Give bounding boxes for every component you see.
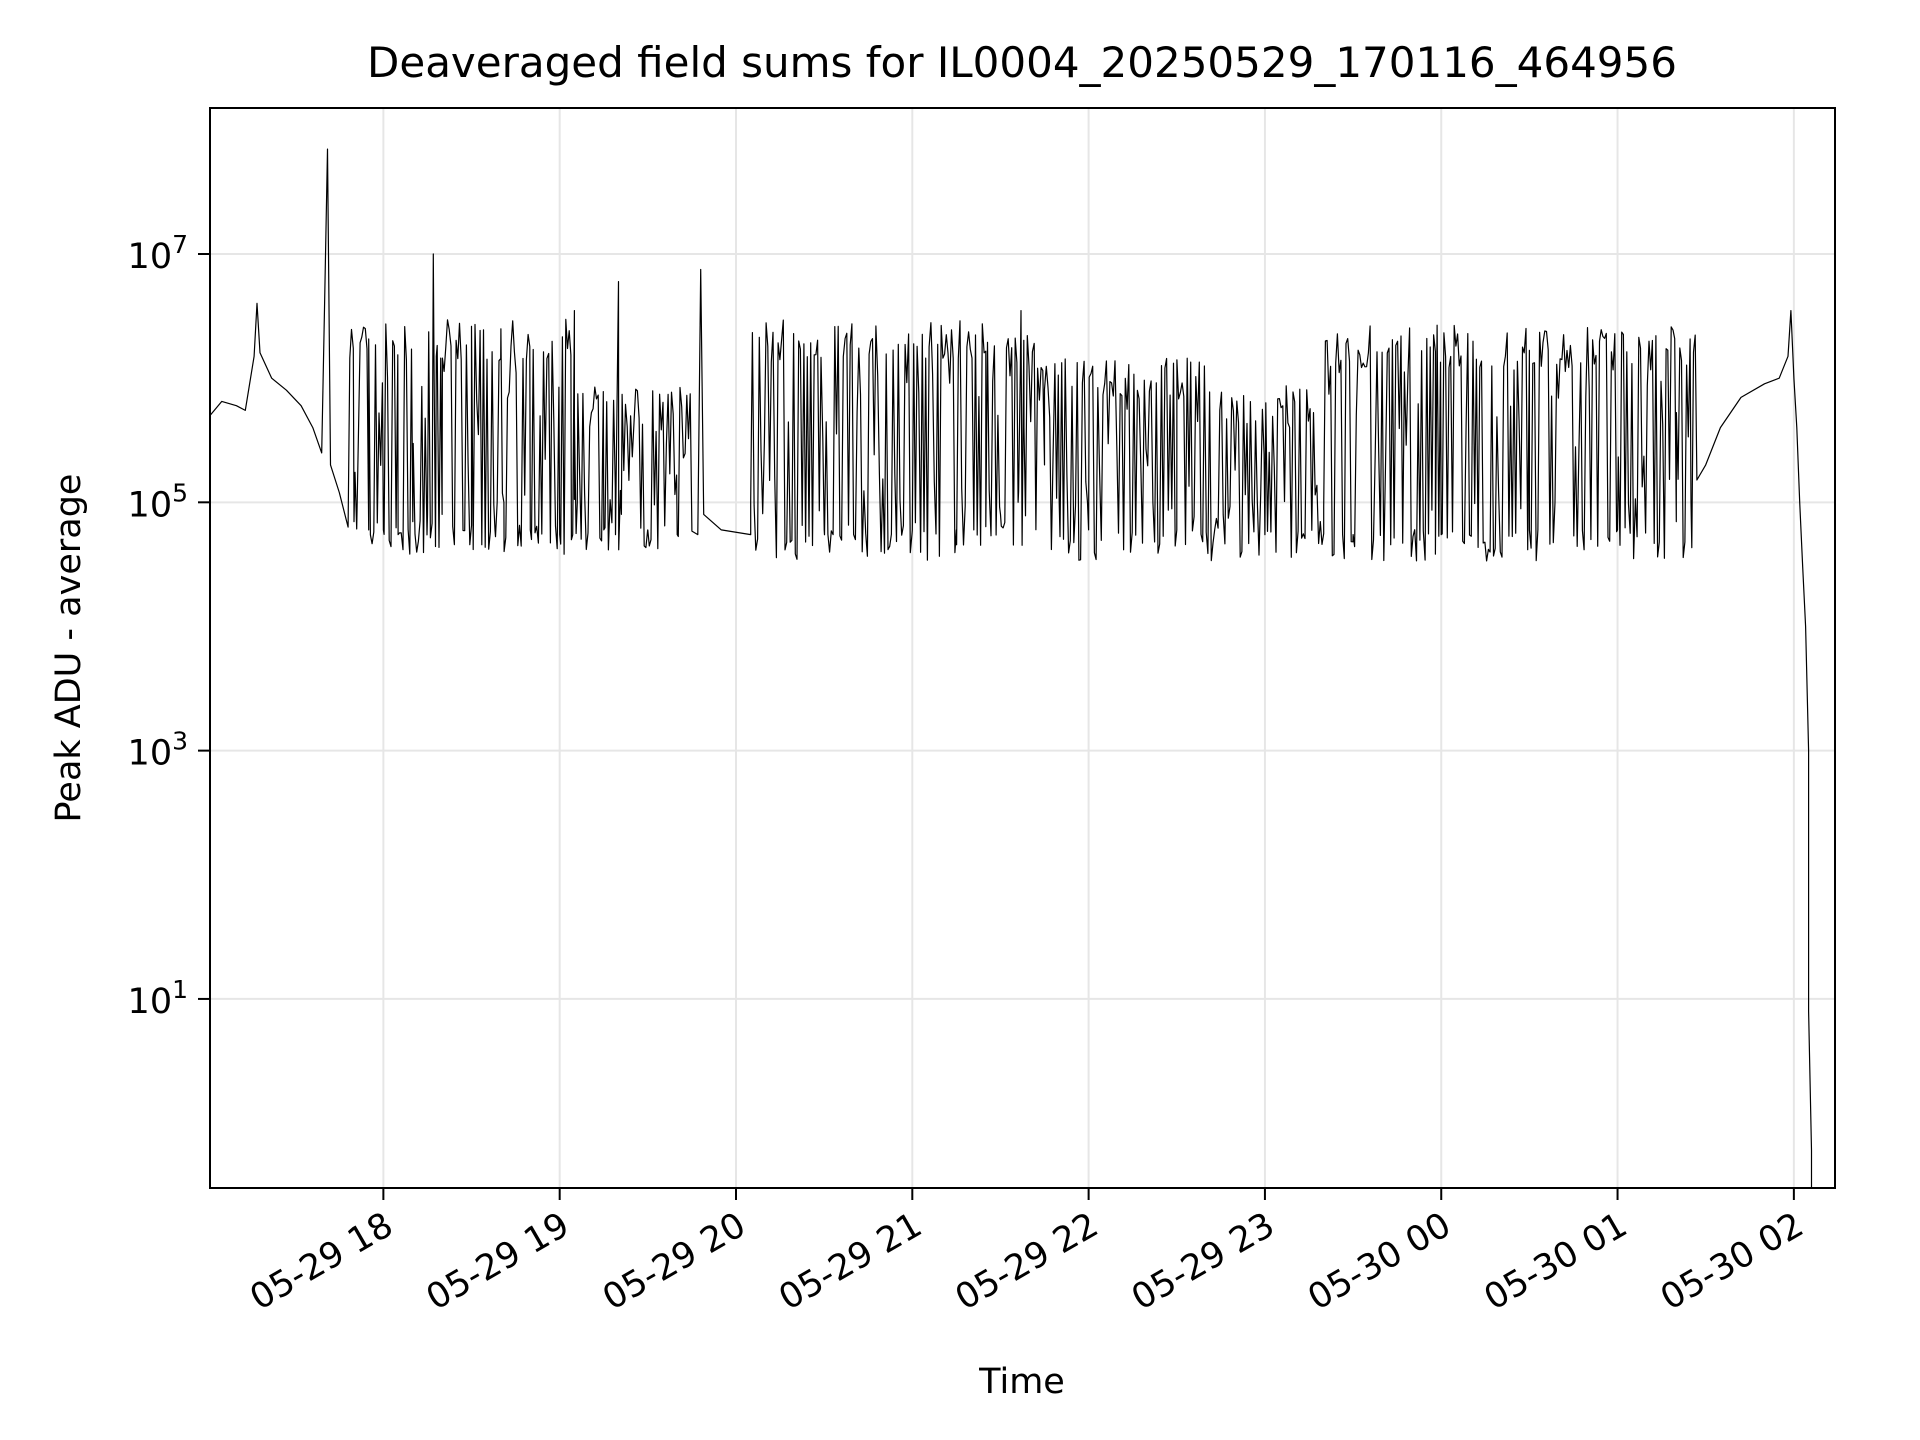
y-tick-label: 101 <box>128 975 188 1022</box>
x-axis-label: Time <box>978 1362 1065 1402</box>
y-axis-label: Peak ADU - average <box>49 474 89 823</box>
y-axis: 101 103 105 107 <box>128 230 210 1022</box>
axes-frame <box>209 107 1836 1189</box>
series-layer <box>209 148 1813 1188</box>
grid-lines <box>210 108 1835 1188</box>
y-tick-label: 105 <box>128 478 188 525</box>
y-tick-label: 107 <box>128 230 188 277</box>
series-line <box>209 148 1813 1188</box>
chart-title: Deaveraged field sums for IL0004_2025052… <box>367 38 1677 87</box>
y-tick-label: 103 <box>128 727 188 774</box>
